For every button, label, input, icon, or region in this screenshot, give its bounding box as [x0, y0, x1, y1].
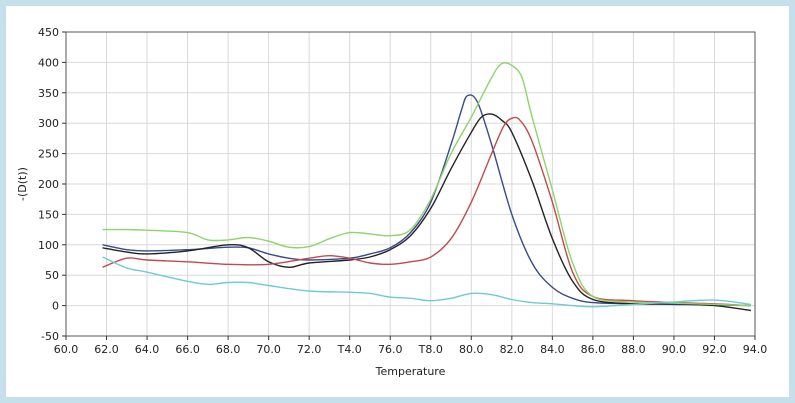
- x-tick-label: 92.0: [702, 343, 727, 356]
- x-tick-label: 70.0: [256, 343, 281, 356]
- x-tick-label: 80.0: [459, 343, 484, 356]
- y-tick-label: 300: [38, 117, 59, 130]
- x-tick-label: 86.0: [581, 343, 606, 356]
- x-tick-label: 68.0: [216, 343, 241, 356]
- x-tick-label: 64.0: [135, 343, 160, 356]
- y-tick-label: 400: [38, 56, 59, 69]
- series-line-2: [102, 113, 751, 312]
- x-tick-label: 76.0: [378, 343, 403, 356]
- series-group: [102, 61, 751, 312]
- x-tick-label: 88.0: [621, 343, 646, 356]
- x-tick-label: 94.0: [743, 343, 768, 356]
- y-tick-label: 250: [38, 148, 59, 161]
- y-tick-label: 350: [38, 87, 59, 100]
- y-tick-label: 450: [38, 26, 59, 39]
- x-tick-label: 84.0: [540, 343, 565, 356]
- x-tick-label: T8.0: [418, 343, 443, 356]
- x-tick-label: 72.0: [297, 343, 322, 356]
- y-axis-label: -(D(t)): [16, 167, 29, 201]
- y-tick-label: 0: [52, 300, 59, 313]
- x-tick-label: 82.0: [500, 343, 525, 356]
- melt-curve-chart: 60.0 62.0 64.0 66.0 68.0 70.0 72.0 T4.0 76.0 T8.0…: [16, 26, 768, 378]
- x-tick-label: 60.0: [54, 343, 79, 356]
- x-tick-label: T4.0: [337, 343, 362, 356]
- y-tick-label: 150: [38, 208, 59, 221]
- series-line-4: [102, 61, 751, 307]
- x-tick-label: 90.0: [662, 343, 687, 356]
- y-tick-label: 100: [38, 239, 59, 252]
- series-line-5: [102, 256, 751, 308]
- series-line-3: [102, 116, 751, 307]
- y-tick-label: 200: [38, 178, 59, 191]
- axes: [62, 31, 756, 340]
- y-tick-label: 50: [45, 269, 59, 282]
- x-tick-label: 66.0: [175, 343, 200, 356]
- y-tick-label: -50: [41, 330, 59, 343]
- series-line-1: [102, 94, 751, 307]
- x-axis-label: Temperature: [375, 365, 446, 378]
- chart-frame: 60.0 62.0 64.0 66.0 68.0 70.0 72.0 T4.0 76.0 T8.0…: [6, 6, 789, 397]
- y-tick-labels: -50 0 50 100 150 200 250 300 350 400 450: [38, 26, 59, 343]
- x-tick-label: 62.0: [94, 343, 119, 356]
- x-tick-labels: 60.0 62.0 64.0 66.0 68.0 70.0 72.0 T4.0 76.0 T8.0…: [54, 343, 768, 356]
